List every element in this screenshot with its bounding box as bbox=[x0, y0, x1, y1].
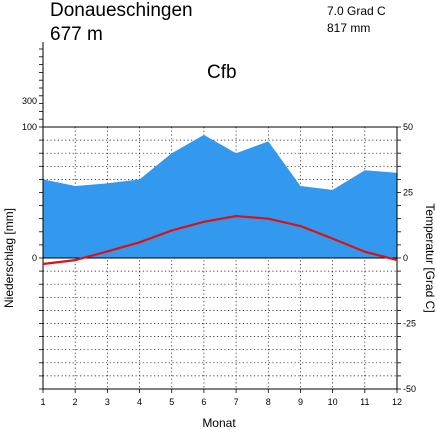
month-tick-label: 2 bbox=[73, 397, 78, 407]
temp-tick-label: 50 bbox=[403, 122, 413, 132]
annual-precipitation: 817 mm bbox=[327, 21, 370, 35]
temperature-series bbox=[42, 214, 398, 266]
month-tick-label: 6 bbox=[201, 397, 206, 407]
month-tick-label: 11 bbox=[360, 397, 369, 407]
month-tick-label: 10 bbox=[328, 397, 338, 407]
y-axis-label-right: Temperatur [Grad C] bbox=[423, 203, 437, 312]
precipitation-area bbox=[43, 134, 397, 258]
precip-tick-label: 300 bbox=[22, 96, 37, 106]
precipitation-series bbox=[42, 134, 398, 258]
temp-tick-label: -50 bbox=[403, 384, 416, 394]
month-tick-label: 12 bbox=[392, 397, 402, 407]
x-axis-label: Monat bbox=[202, 416, 236, 430]
temp-tick-label: -25 bbox=[403, 319, 416, 329]
month-tick-label: 9 bbox=[298, 397, 303, 407]
month-tick-label: 7 bbox=[234, 397, 239, 407]
month-tick-label: 3 bbox=[105, 397, 110, 407]
y-axis-label-left: Niederschlag [mm] bbox=[2, 208, 16, 308]
month-tick-label: 8 bbox=[266, 397, 271, 407]
temp-tick-label: 25 bbox=[403, 188, 413, 198]
precip-tick-label: 0 bbox=[32, 253, 37, 263]
precip-tick-label: 100 bbox=[22, 122, 37, 132]
month-tick-label: 5 bbox=[169, 397, 174, 407]
station-name: Donaueschingen bbox=[50, 0, 193, 21]
temp-tick-label: 0 bbox=[403, 253, 408, 263]
temperature-line bbox=[42, 214, 398, 266]
month-tick-label: 1 bbox=[40, 397, 45, 407]
grid-lines bbox=[43, 126, 397, 390]
mean-temperature: 7.0 Grad C bbox=[327, 4, 386, 18]
station-elevation: 677 m bbox=[50, 24, 103, 45]
climate-class: Cfb bbox=[207, 62, 237, 83]
month-tick-label: 4 bbox=[137, 397, 142, 407]
